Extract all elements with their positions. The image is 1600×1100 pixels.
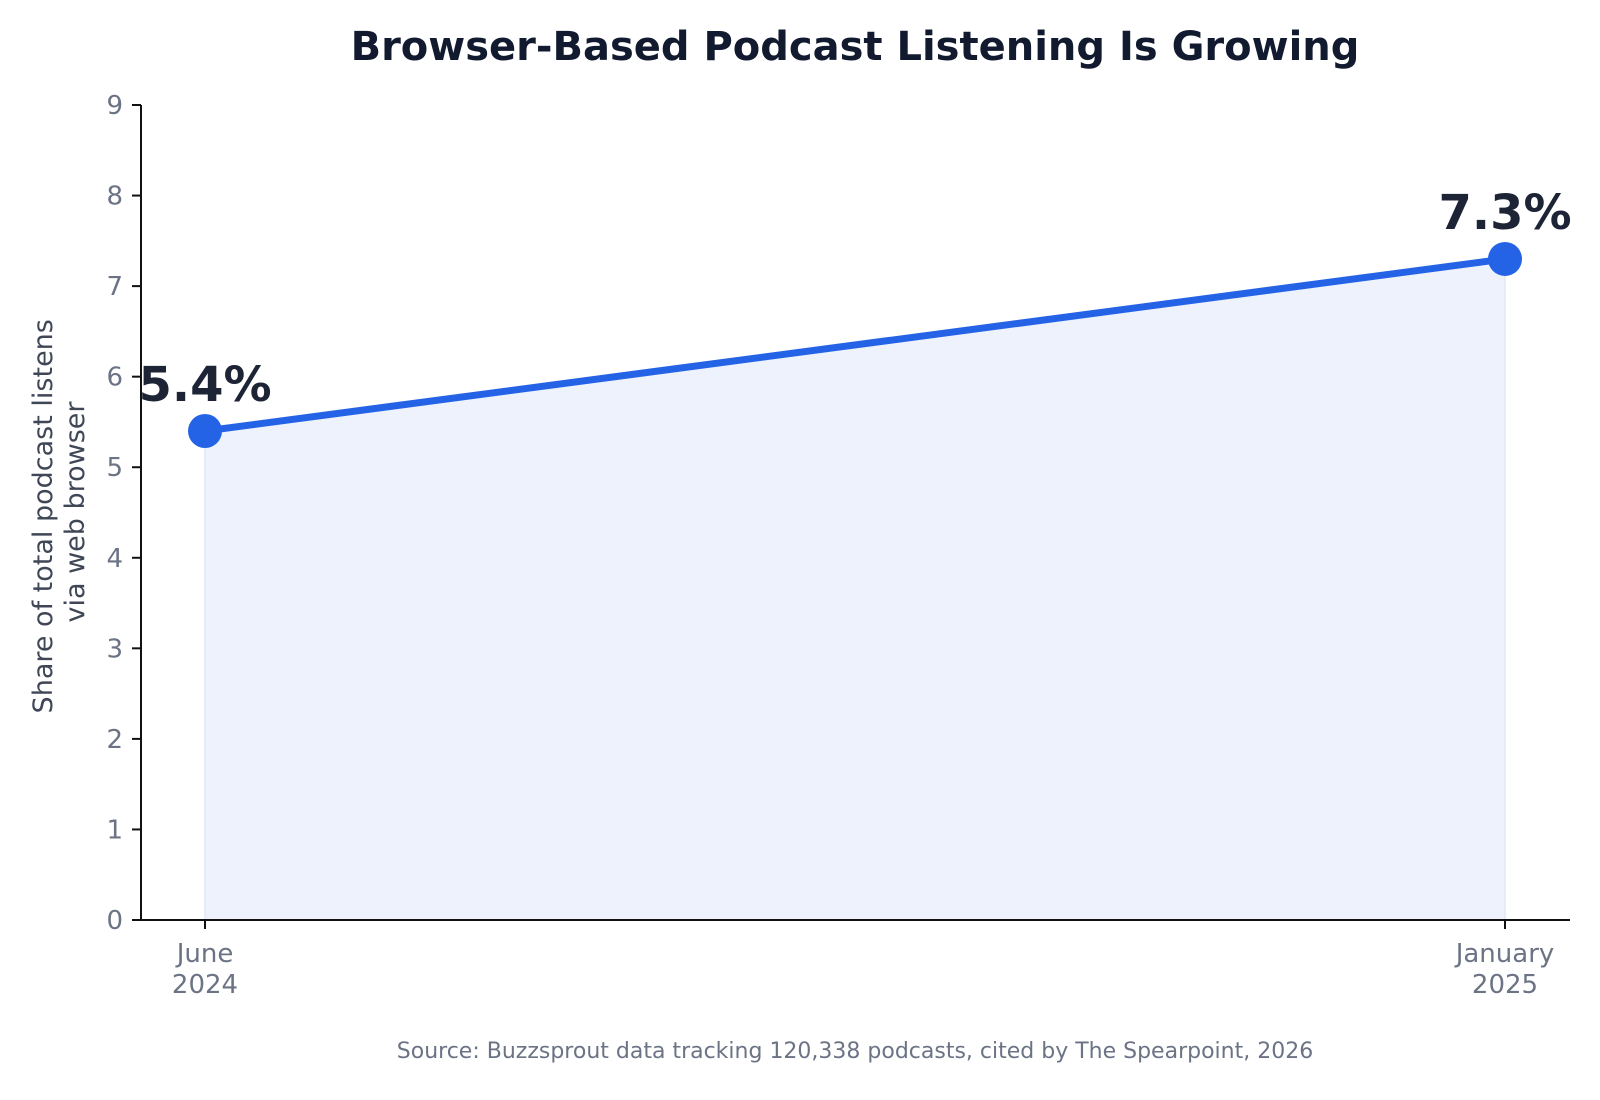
- x-tick-label-line: 2025: [1472, 970, 1538, 1000]
- x-axis-ticks: June 2024 January 2025: [172, 920, 1554, 1000]
- y-tick-label: 0: [106, 906, 123, 936]
- series-line: [201, 255, 1509, 435]
- axes: [140, 105, 1570, 921]
- data-point: [1488, 241, 1522, 276]
- x-tick-label: June 2024: [172, 939, 238, 1000]
- x-tick-label-line: 2024: [172, 970, 238, 1000]
- chart-title: Browser-Based Podcast Listening Is Growi…: [351, 24, 1360, 70]
- y-tick-label: 7: [106, 272, 123, 302]
- x-tick-label-line: June: [175, 939, 234, 969]
- y-tick-label: 8: [106, 182, 123, 212]
- data-labels: 5.4% 7.3%: [138, 185, 1571, 413]
- data-label: 7.3%: [1438, 185, 1571, 241]
- series-web-browser-share: [188, 241, 1522, 448]
- y-axis-label: Share of total podcast listens via web b…: [28, 311, 91, 714]
- y-tick-label: 2: [106, 725, 123, 755]
- y-axis-label-line-2: via web browser: [60, 401, 91, 623]
- y-tick-label: 1: [106, 815, 123, 845]
- area-fill: [204, 258, 1506, 921]
- y-tick-label: 9: [106, 91, 123, 121]
- y-tick-label: 4: [106, 544, 123, 574]
- y-axis-ticks: 0 1 2 3 4 5 6 7 8 9: [106, 91, 141, 936]
- y-tick-label: 3: [106, 634, 123, 664]
- source-note: Source: Buzzsprout data tracking 120,338…: [397, 1039, 1313, 1064]
- y-tick-label: 5: [106, 453, 123, 483]
- area-layer: [204, 258, 1506, 921]
- x-tick-label: January 2025: [1454, 939, 1555, 1000]
- x-tick-label-line: January: [1454, 939, 1555, 969]
- y-tick-label: 6: [106, 363, 123, 393]
- y-axis-label-line-1: Share of total podcast listens: [28, 319, 59, 713]
- data-label: 5.4%: [138, 357, 271, 413]
- data-point: [188, 414, 222, 448]
